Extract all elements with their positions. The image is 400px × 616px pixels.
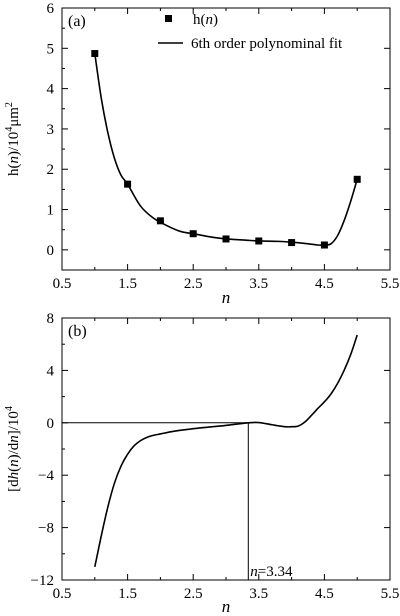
panel-b-annotation: n=3.34 [250, 564, 293, 580]
x-tick-label: 2.5 [184, 276, 203, 292]
y-tick-label: 5 [47, 41, 55, 57]
legend-line-label: 6th order polynominal fit [191, 36, 343, 52]
panel-a-xlabel: n [222, 288, 231, 307]
data-point [222, 235, 230, 243]
legend-marker [165, 15, 172, 22]
y-tick-label: 1 [47, 203, 55, 219]
y-tick-label: −4 [38, 468, 54, 484]
panel-b-ticks: 0.5 1.5 2.5 3.5 4.5 5.5 8 4 0 −4 −8 −12 [31, 311, 400, 602]
x-tick-label: 5.5 [381, 586, 400, 602]
y-tick-label: −12 [31, 573, 54, 589]
x-tick-label: 4.5 [315, 586, 334, 602]
x-tick-label: 0.5 [53, 586, 72, 602]
panel-b-xlabel: n [222, 597, 231, 616]
y-tick-label: 0 [47, 243, 55, 259]
data-point [124, 180, 132, 188]
x-tick-label: 1.5 [118, 276, 137, 292]
data-point [91, 50, 99, 58]
panel-a-fit-line [94, 53, 358, 246]
x-tick-label: 3.5 [249, 586, 268, 602]
x-tick-label: 0.5 [53, 276, 72, 292]
y-tick-label: 3 [47, 122, 55, 138]
panel-a-markers [91, 50, 361, 249]
y-tick-label: 8 [47, 311, 55, 327]
x-tick-label: 5.5 [381, 276, 400, 292]
panel-a-ylabel: h(n)/104μm2 [4, 102, 22, 176]
y-tick-label: 2 [47, 162, 55, 178]
panel-b-derivative-line [94, 334, 358, 568]
y-tick-label: 4 [47, 82, 55, 98]
panel-b-label: (b) [68, 323, 87, 340]
x-tick-label: 2.5 [184, 586, 203, 602]
y-tick-label: 4 [47, 363, 55, 379]
legend: h(n) 6th order polynominal fit [158, 12, 343, 52]
x-tick-label: 4.5 [315, 276, 334, 292]
y-tick-label: 6 [47, 1, 55, 17]
panel-a-label: (a) [68, 13, 86, 30]
data-point [255, 237, 263, 245]
x-tick-label: 3.5 [249, 276, 268, 292]
panel-a: (a) 0.5 1.5 2.5 3.5 4.5 5.5 0 1 2 3 4 5 6 h(n) 6th o… [4, 1, 399, 307]
legend-marker-label: h(n) [193, 12, 218, 28]
data-point [320, 241, 328, 249]
data-point [288, 239, 296, 247]
data-point [353, 175, 361, 183]
panel-a-ticks: 0.5 1.5 2.5 3.5 4.5 5.5 0 1 2 3 4 5 6 [47, 1, 400, 292]
y-tick-label: −8 [38, 521, 54, 537]
data-point [189, 230, 197, 238]
data-point [156, 217, 164, 225]
y-tick-label: 0 [47, 416, 55, 432]
panel-b-ylabel: [dh(n)/dn]/104 [4, 406, 22, 492]
x-tick-label: 1.5 [118, 586, 137, 602]
panel-b-frame [61, 317, 391, 581]
